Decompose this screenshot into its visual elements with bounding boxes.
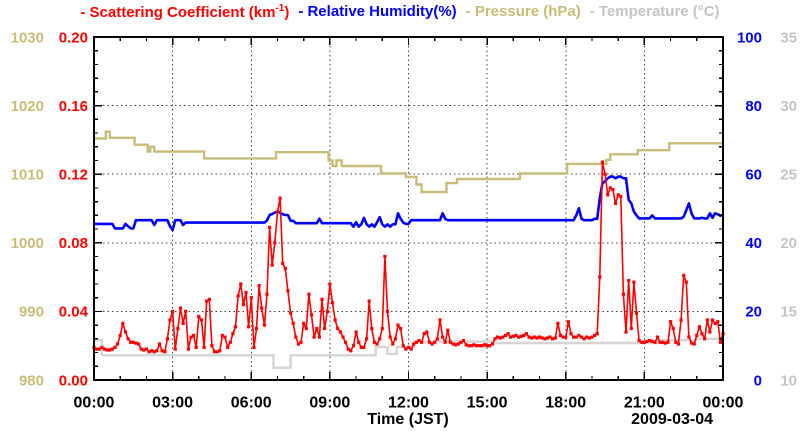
tick-label: 0.16 (59, 98, 88, 115)
legend-item-temperature: - Temperature (°C) (589, 3, 720, 20)
tick-label: 1030 (11, 29, 44, 46)
tick-label: 03:00 (152, 395, 193, 412)
legend-item-scattering: - Scattering Coefficient (km-1) (80, 3, 289, 21)
tick-label: 09:00 (309, 395, 350, 412)
x-axis-title: Time (JST) (367, 411, 449, 428)
tick-label: 990 (19, 304, 44, 321)
tick-label: 0.00 (59, 372, 88, 389)
tick-label: 30 (780, 98, 797, 115)
tick-label: 06:00 (231, 395, 272, 412)
series-pressure-line (94, 130, 723, 194)
series-temperature-line (94, 337, 723, 369)
tick-label: 0.04 (59, 304, 89, 321)
tick-label: 00:00 (703, 395, 744, 412)
series-scattering-markers (92, 160, 725, 354)
tick-label: 20 (745, 304, 762, 321)
legend-label-scattering: - Scattering Coefficient (km (80, 4, 276, 21)
legend-item-pressure: - Pressure (hPa) (465, 3, 581, 20)
series-humidity-line (94, 175, 724, 232)
legend-superscript: -1 (275, 3, 285, 14)
tick-label: 15 (780, 304, 797, 321)
tick-label: 60 (745, 166, 762, 183)
tick-label: 1000 (11, 235, 44, 252)
tick-label: 0.20 (59, 29, 88, 46)
tick-label: 0 (754, 372, 762, 389)
tick-label: 12:00 (388, 395, 429, 412)
tick-label: 21:00 (624, 395, 665, 412)
legend-item-humidity: - Relative Humidity(%) (298, 3, 457, 20)
tick-label: 18:00 (545, 395, 586, 412)
tick-label: 10 (780, 372, 797, 389)
tick-label: 0.08 (59, 235, 88, 252)
tick-label: 100 (737, 29, 762, 46)
tick-label: 20 (780, 235, 797, 252)
x-axis-date: 2009-03-04 (631, 411, 713, 428)
tick-label: 00:00 (74, 395, 115, 412)
chart-legend: - Scattering Coefficient (km-1) - Relati… (0, 3, 800, 21)
tick-label: 80 (745, 98, 762, 115)
tick-label: 40 (745, 235, 762, 252)
tick-label: 35 (780, 29, 797, 46)
tick-label: 0.12 (59, 166, 88, 183)
legend-label-scattering-close: ) (284, 4, 290, 21)
tick-label: 15:00 (467, 395, 508, 412)
tick-label: 980 (19, 372, 44, 389)
tick-label: 1010 (11, 166, 44, 183)
tick-label: 25 (780, 166, 797, 183)
tick-label: 1020 (11, 98, 44, 115)
